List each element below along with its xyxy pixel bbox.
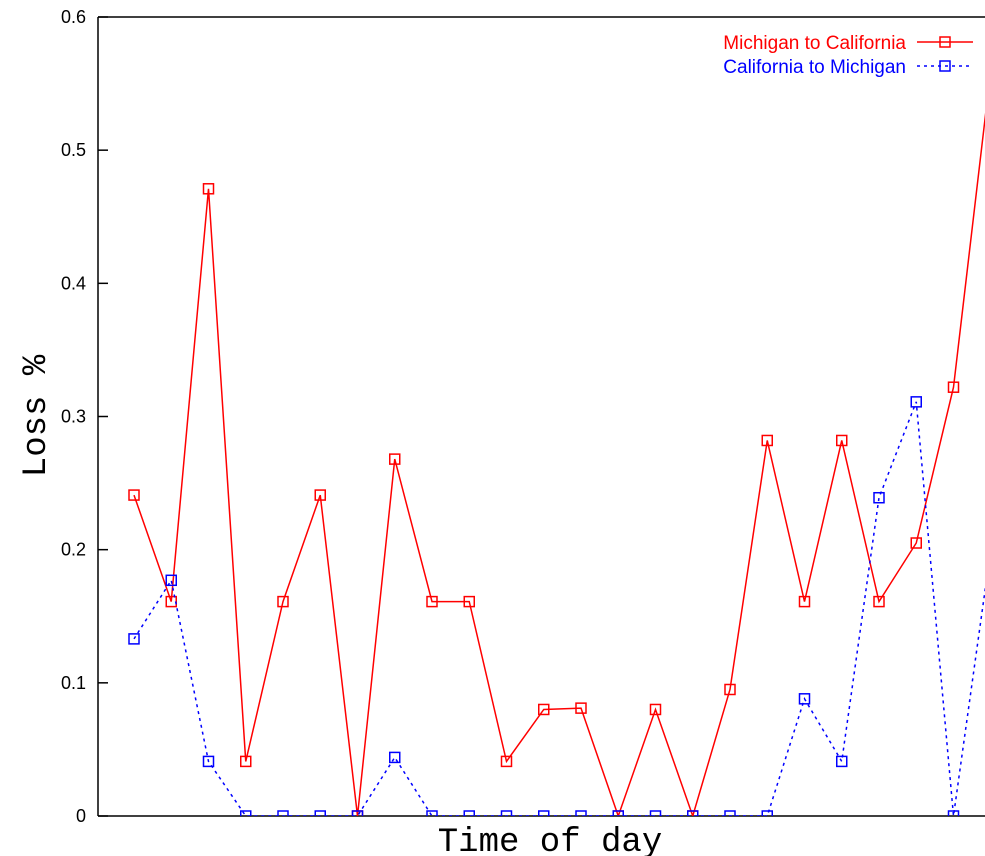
data-point-california-to-michigan bbox=[798, 693, 811, 705]
data-point-michigan-to-california bbox=[873, 595, 885, 608]
data-point-california-to-michigan bbox=[836, 755, 848, 768]
data-point-california-to-michigan bbox=[612, 810, 624, 816]
data-point-michigan-to-california bbox=[277, 595, 289, 608]
y-tick-label: 0 bbox=[76, 806, 86, 826]
data-point-michigan-to-california bbox=[761, 434, 773, 447]
y-tick-label: 0.5 bbox=[61, 140, 86, 160]
data-point-california-to-michigan bbox=[538, 810, 550, 816]
data-point-michigan-to-california bbox=[798, 595, 811, 608]
legend-marker-michigan-to-california bbox=[939, 36, 951, 48]
series-line-california-to-michigan bbox=[133, 401, 985, 816]
data-point-california-to-michigan bbox=[724, 810, 736, 816]
y-tick-label: 0.4 bbox=[61, 273, 86, 293]
data-point-california-to-michigan bbox=[389, 751, 401, 764]
data-point-michigan-to-california bbox=[314, 489, 326, 501]
data-point-michigan-to-california bbox=[538, 703, 550, 716]
data-point-michigan-to-california bbox=[426, 595, 438, 608]
data-point-california-to-michigan bbox=[761, 810, 773, 816]
data-point-california-to-michigan bbox=[947, 810, 960, 816]
data-point-michigan-to-california bbox=[202, 183, 215, 195]
data-point-california-to-michigan bbox=[351, 810, 364, 816]
y-ticks: 0 0.1 0.2 0.3 0.4 0.5 0.6 bbox=[61, 7, 108, 826]
data-point-california-to-michigan bbox=[500, 810, 513, 816]
data-point-michigan-to-california bbox=[947, 381, 960, 393]
data-point-michigan-to-california bbox=[836, 434, 848, 447]
y-tick-label: 0.1 bbox=[61, 673, 86, 693]
data-point-michigan-to-california bbox=[910, 537, 922, 549]
data-point-michigan-to-california bbox=[500, 755, 513, 768]
data-point-california-to-michigan bbox=[463, 810, 475, 816]
data-point-michigan-to-california bbox=[128, 489, 140, 501]
axes bbox=[97, 16, 985, 817]
y-axis-title: Loss % bbox=[18, 354, 56, 477]
y-tick-label: 0.3 bbox=[61, 407, 86, 427]
x-axis-title: Time of day bbox=[438, 824, 662, 856]
y-tick-label: 0.2 bbox=[61, 540, 86, 560]
data-point-california-to-michigan bbox=[314, 810, 326, 816]
data-point-michigan-to-california bbox=[724, 683, 736, 696]
data-point-california-to-michigan bbox=[202, 755, 215, 768]
legend-marker-california-to-michigan bbox=[939, 60, 951, 72]
data-point-california-to-michigan bbox=[873, 491, 885, 504]
data-point-california-to-michigan bbox=[575, 810, 587, 816]
data-point-michigan-to-california bbox=[649, 703, 662, 716]
y-tick-label: 0.6 bbox=[61, 7, 86, 27]
series bbox=[128, 112, 985, 816]
data-point-michigan-to-california bbox=[389, 453, 401, 465]
data-point-california-to-michigan bbox=[277, 810, 289, 816]
data-point-california-to-michigan bbox=[165, 574, 177, 587]
series-line-michigan-to-california bbox=[133, 112, 985, 816]
data-point-california-to-michigan bbox=[240, 810, 252, 816]
data-point-california-to-michigan bbox=[910, 396, 922, 408]
data-point-california-to-michigan bbox=[426, 810, 438, 816]
data-point-michigan-to-california bbox=[575, 702, 587, 714]
legend: Michigan to California California to Mich… bbox=[723, 33, 973, 78]
data-point-california-to-michigan bbox=[649, 810, 662, 816]
data-point-california-to-michigan bbox=[687, 810, 699, 816]
legend-label-california-to-michigan: California to Michigan bbox=[723, 57, 906, 78]
data-point-california-to-michigan bbox=[128, 633, 140, 645]
data-point-michigan-to-california bbox=[240, 755, 252, 768]
data-point-michigan-to-california bbox=[463, 595, 475, 608]
legend-label-michigan-to-california: Michigan to California bbox=[723, 33, 906, 54]
